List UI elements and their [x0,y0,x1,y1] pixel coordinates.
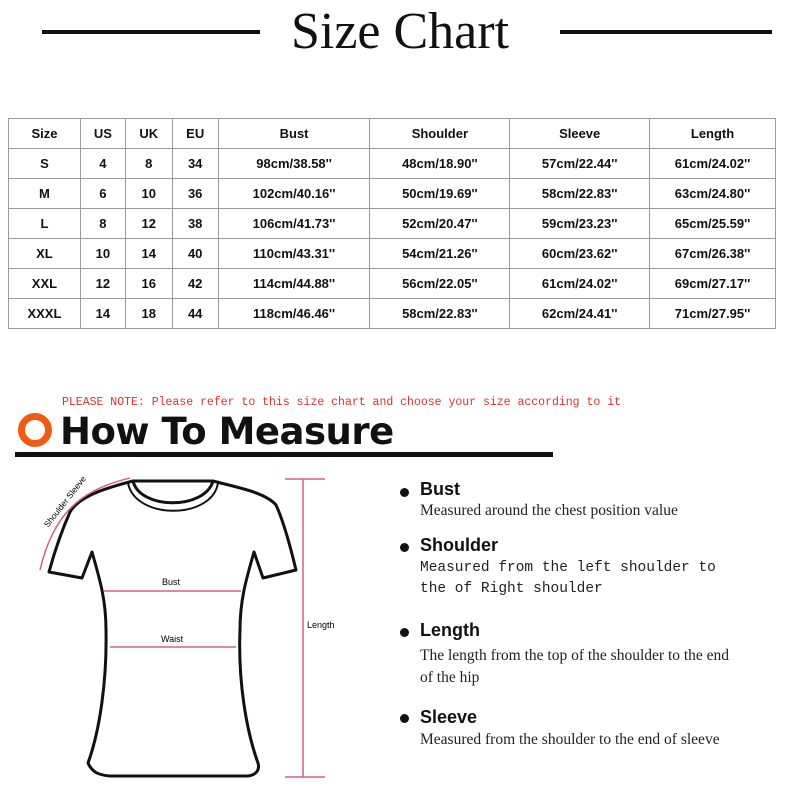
measure-desc-bust: Measured around the chest position value [420,502,678,519]
table-cell: 36 [171,178,219,209]
table-cell: 18 [124,298,173,329]
table-cell: M [8,178,81,209]
circle-icon [18,413,52,447]
measure-desc-shoulder: Measured from the left shoulder to the o… [420,560,716,597]
table-cell: 38 [171,208,219,239]
table-cell: 56cm/22.05'' [369,268,511,299]
table-cell: 48cm/18.90'' [369,148,511,179]
bullet-icon [400,543,409,552]
table-header-cell: UK [124,118,173,149]
tshirt-collar [131,480,215,505]
table-row: XL 10 14 40 110cm/43.31'' 54cm/21.26'' 60cm/23… [8,238,776,269]
tshirt-outline [47,479,298,778]
size-table: Size US UK EU Bust Shoulder Sleeve Length S 4 8 34 9… [8,118,776,329]
table-cell: 16 [124,268,173,299]
table-cell: 71cm/27.95'' [649,298,776,329]
table-cell: 102cm/40.16'' [217,178,371,209]
table-cell: XXXL [8,298,81,329]
label-bust: Bust [162,577,181,587]
table-header-cell: Shoulder [369,118,511,149]
measure-title-length: Length [420,620,480,640]
table-cell: 14 [79,298,126,329]
table-header-cell: Size [8,118,81,149]
table-cell: 98cm/38.58'' [217,148,371,179]
measure-title-shoulder: Shoulder [420,535,499,555]
table-cell: 69cm/27.17'' [649,268,776,299]
table-cell: XXL [8,268,81,299]
measure-desc-length: The length from the top of the shoulder … [420,647,730,686]
bullet-icon [400,628,409,637]
table-cell: 58cm/22.83'' [369,298,511,329]
bullet-icon [400,714,409,723]
table-cell: 44 [171,298,219,329]
table-row: XXL 12 16 42 114cm/44.88'' 56cm/22.05'' 61cm/2… [8,268,776,299]
measure-desc-sleeve: Measured from the shoulder to the end of… [420,731,720,748]
table-cell: 12 [124,208,173,239]
table-cell: 52cm/20.47'' [369,208,511,239]
please-note: PLEASE NOTE: Please refer to this size c… [62,396,621,409]
table-row: M 6 10 36 102cm/40.16'' 50cm/19.69'' 58cm/22.8… [8,178,776,209]
table-cell: 67cm/26.38'' [649,238,776,269]
table-cell: 40 [171,238,219,269]
table-header-cell: Sleeve [509,118,651,149]
table-cell: 12 [79,268,126,299]
table-header-cell: Bust [217,118,371,149]
table-row: L 8 12 38 106cm/41.73'' 52cm/20.47'' 59cm/23.2… [8,208,776,239]
table-cell: 61cm/24.02'' [509,268,651,299]
table-cell: S [8,148,81,179]
table-row: XXXL 14 18 44 118cm/46.46'' 58cm/22.83'' 62cm/… [8,298,776,329]
label-waist: Waist [161,634,184,644]
how-to-measure-heading: How To Measure [60,410,394,453]
measure-title-bust: Bust [420,479,460,499]
table-cell: 114cm/44.88'' [217,268,371,299]
table-cell: 54cm/21.26'' [369,238,511,269]
table-header-cell: EU [171,118,219,149]
measure-title-sleeve: Sleeve [420,707,478,727]
table-cell: 14 [124,238,173,269]
page-title: Size Chart [0,2,800,62]
table-cell: 118cm/46.46'' [217,298,371,329]
bullet-icon [400,488,409,497]
title-rule-right [560,30,772,34]
label-length: Length [307,620,335,630]
title-rule-left [42,30,260,34]
table-cell: 63cm/24.80'' [649,178,776,209]
table-cell: 62cm/24.41'' [509,298,651,329]
table-cell: 106cm/41.73'' [217,208,371,239]
table-header-row: Size US UK EU Bust Shoulder Sleeve Length [8,118,776,149]
table-cell: 34 [171,148,219,179]
heading-rule [15,452,553,457]
table-cell: L [8,208,81,239]
shoulder-sleeve-arrow [39,477,131,571]
